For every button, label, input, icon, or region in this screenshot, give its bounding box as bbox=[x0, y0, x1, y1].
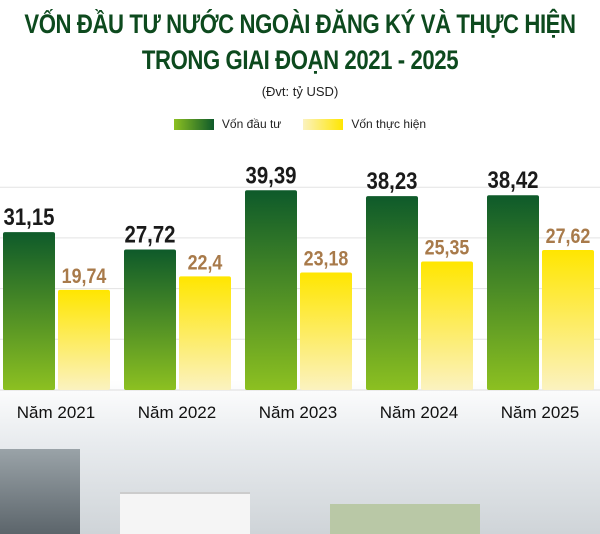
chart-title-line1: VỐN ĐẦU TƯ NƯỚC NGOÀI ĐĂNG KÝ VÀ THỰC HI… bbox=[24, 9, 576, 39]
legend-label-realized: Vốn thực hiện bbox=[351, 117, 427, 131]
realized-value-label: 22,4 bbox=[188, 251, 223, 275]
realized-bar bbox=[300, 272, 352, 390]
invest-bar bbox=[245, 190, 297, 390]
invest-bar bbox=[3, 232, 55, 390]
invest-value-label: 39,39 bbox=[245, 162, 296, 189]
legend: Vốn đầu tư Vốn thực hiện bbox=[0, 117, 600, 131]
realized-value-label: 19,74 bbox=[62, 265, 107, 289]
legend-label-invest: Vốn đầu tư bbox=[221, 117, 282, 131]
realized-value-label: 23,18 bbox=[304, 247, 349, 271]
legend-swatch-green bbox=[173, 118, 214, 130]
chart-title-line2: TRONG GIAI ĐOẠN 2021 - 2025 bbox=[141, 45, 459, 75]
invest-value-label: 31,15 bbox=[3, 204, 54, 231]
realized-value-label: 27,62 bbox=[546, 225, 591, 249]
realized-value-label: 25,35 bbox=[425, 236, 470, 260]
money-image bbox=[330, 504, 480, 534]
category-label: Năm 2023 bbox=[259, 403, 337, 422]
invest-value-label: 38,42 bbox=[487, 167, 538, 194]
category-label: Năm 2024 bbox=[380, 403, 458, 422]
invest-bar bbox=[487, 195, 539, 390]
invest-value-label: 38,23 bbox=[366, 168, 417, 195]
invest-bar bbox=[124, 249, 176, 390]
invest-value-label: 27,72 bbox=[124, 221, 175, 248]
unit-label: (Đvt: tỷ USD) bbox=[261, 84, 339, 99]
realized-bar bbox=[179, 276, 231, 390]
category-label: Năm 2022 bbox=[138, 403, 216, 422]
realized-bar bbox=[542, 249, 594, 390]
realized-bar bbox=[421, 261, 473, 390]
legend-swatch-yellow bbox=[303, 118, 344, 130]
category-label: Năm 2021 bbox=[17, 403, 95, 422]
realized-bar bbox=[58, 289, 110, 390]
category-label: Năm 2025 bbox=[501, 403, 579, 422]
building-image bbox=[0, 449, 80, 534]
invest-bar bbox=[366, 196, 418, 390]
stock-chart-image bbox=[120, 492, 250, 534]
